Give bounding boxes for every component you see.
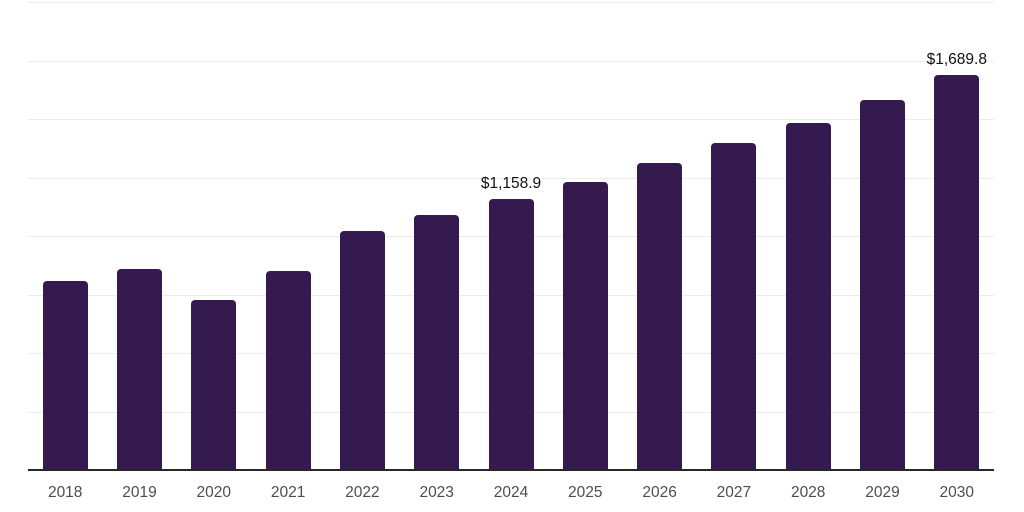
gridline [28, 2, 994, 3]
bar-2030 [934, 74, 980, 470]
x-axis-line [28, 469, 994, 471]
x-tick-label: 2020 [196, 484, 232, 501]
x-tick-label: 2027 [716, 484, 752, 501]
x-tick-label: 2022 [345, 484, 380, 501]
bar-2025 [562, 181, 608, 470]
bar-2020 [191, 299, 237, 470]
bar-2019 [117, 269, 162, 470]
x-tick-label: 2026 [642, 484, 677, 501]
bar-2024 [488, 198, 534, 470]
x-tick-label: 2025 [568, 484, 603, 501]
value-label-2030: $1,689.8 [926, 50, 987, 68]
x-tick-label: 2018 [47, 484, 83, 501]
x-tick-label: 2023 [419, 484, 454, 501]
x-tick-label: 2029 [865, 484, 900, 501]
gridline [28, 119, 994, 120]
x-tick-label: 2028 [790, 484, 826, 501]
bar-2026 [637, 163, 683, 470]
gridline [28, 61, 994, 62]
x-tick-label: 2030 [939, 484, 975, 501]
bar-2018 [42, 281, 88, 470]
x-tick-label: 2021 [270, 484, 306, 501]
bar-2029 [860, 99, 905, 470]
bar-2023 [414, 215, 460, 470]
bar-2022 [339, 230, 385, 470]
gridline [28, 178, 994, 179]
bar-2027 [711, 143, 757, 470]
bar-2028 [785, 122, 831, 470]
x-tick-label: 2019 [122, 484, 157, 501]
x-tick-label: 2024 [493, 484, 529, 501]
value-label-2024: $1,158.9 [480, 174, 542, 192]
bar-2021 [265, 271, 311, 470]
